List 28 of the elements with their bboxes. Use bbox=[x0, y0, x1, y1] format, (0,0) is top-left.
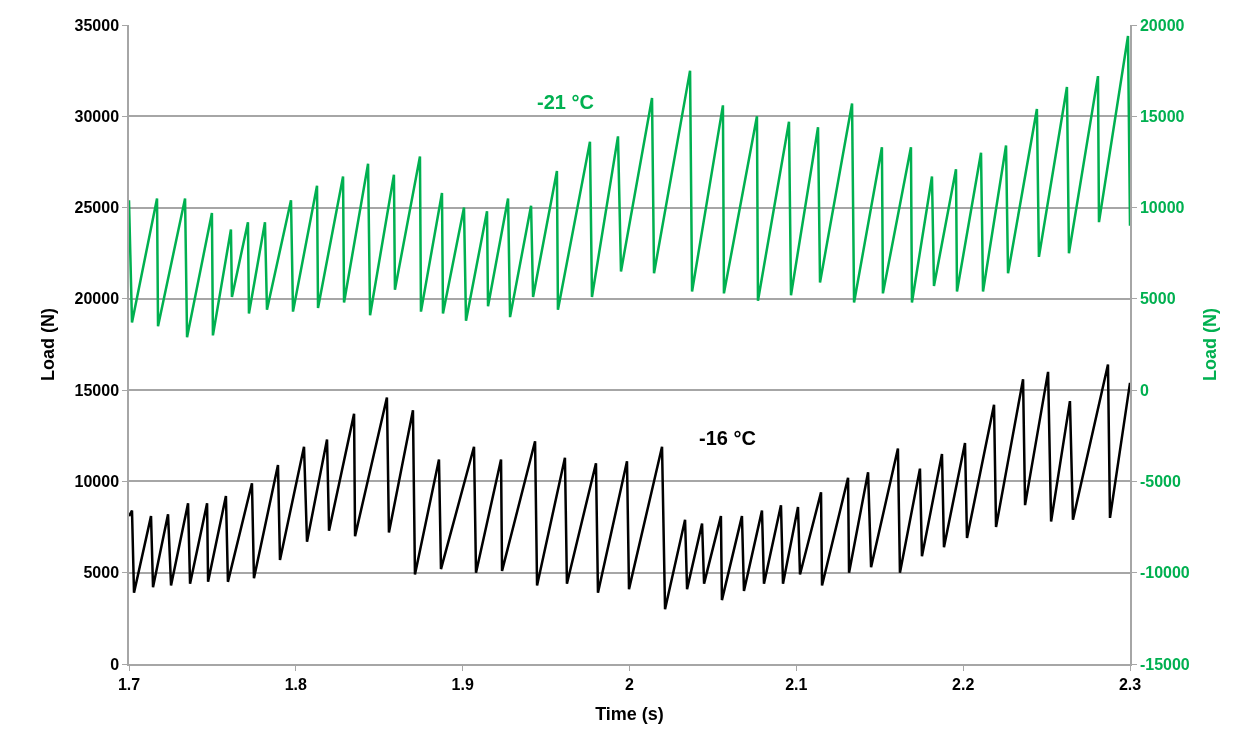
x-axis-title: Time (s) bbox=[595, 703, 664, 724]
series-label: -21 °C bbox=[537, 91, 594, 113]
x-tick-label: 2.2 bbox=[952, 675, 975, 693]
y-tick-label: 35000 bbox=[74, 16, 120, 34]
y2-tick-label: -10000 bbox=[1139, 564, 1190, 582]
series-label: -16 °C bbox=[699, 427, 756, 449]
y2-tick-label: 5000 bbox=[1139, 290, 1176, 308]
x-tick-label: 1.8 bbox=[284, 675, 308, 693]
y-tick-label: 15000 bbox=[74, 381, 120, 399]
y-tick-label: 5000 bbox=[83, 564, 120, 582]
y-axis-title: Load (N) bbox=[38, 308, 59, 381]
y-tick-label: 0 bbox=[110, 655, 120, 673]
y-tick-label: 20000 bbox=[74, 290, 120, 308]
x-tick-label: 2.1 bbox=[785, 675, 808, 693]
y2-tick-label: 10000 bbox=[1139, 199, 1185, 217]
x-tick-label: 1.7 bbox=[117, 675, 141, 693]
y2-tick-label: 20000 bbox=[1139, 16, 1185, 34]
x-tick-label: 2 bbox=[625, 675, 635, 693]
y-tick-label: 30000 bbox=[74, 107, 120, 125]
x-tick-label: 1.9 bbox=[451, 675, 474, 693]
y2-tick-label: -5000 bbox=[1139, 473, 1181, 491]
y2-tick-label: -15000 bbox=[1139, 655, 1190, 673]
y2-tick-label: 0 bbox=[1139, 381, 1149, 399]
y-tick-label: 10000 bbox=[74, 473, 120, 491]
y2-axis-title: Load (N) bbox=[1200, 308, 1221, 381]
y-tick-label: 25000 bbox=[74, 199, 120, 217]
x-tick-label: 2.3 bbox=[1118, 675, 1142, 693]
y2-tick-label: 15000 bbox=[1139, 107, 1185, 125]
